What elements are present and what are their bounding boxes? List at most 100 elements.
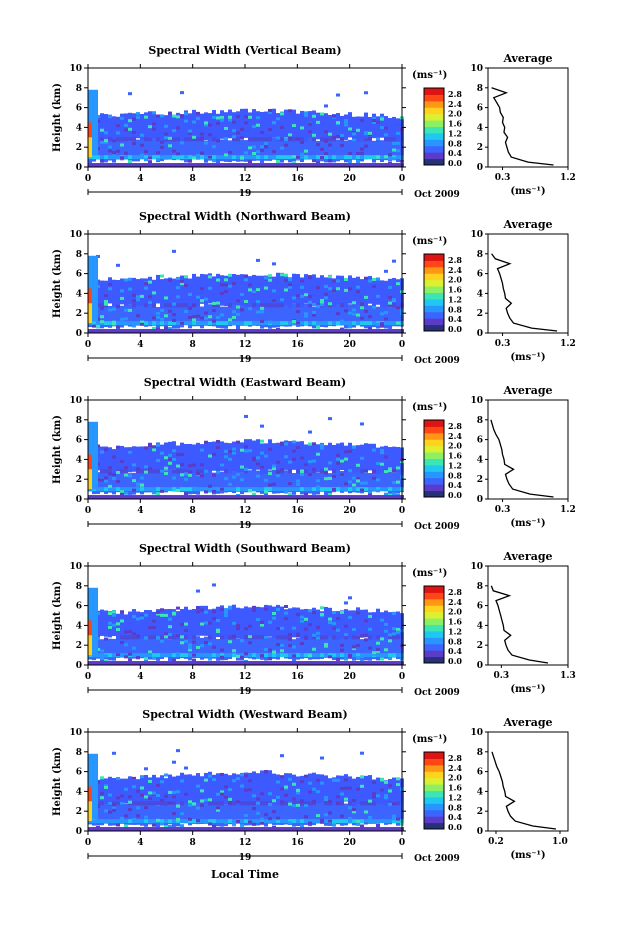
- avg-x-label: (ms⁻¹): [510, 352, 545, 363]
- colorbar-swatch: [424, 758, 444, 766]
- avg-y-tick-label: 0: [477, 163, 483, 173]
- avg-y-tick-label: 4: [477, 289, 483, 299]
- colorbar-tick-label: 1.6: [448, 285, 462, 295]
- x-tick-label: 0: [399, 174, 405, 184]
- colorbar-tick-label: 2.8: [448, 255, 462, 265]
- colorbar-swatch: [424, 624, 444, 632]
- colorbar-tick-label: 0.8: [448, 802, 462, 812]
- date-label: Oct 2009: [414, 688, 460, 698]
- colorbar-swatch: [424, 764, 444, 772]
- x-tick-label: 12: [239, 340, 252, 350]
- colorbar-tick-label: 0.8: [448, 470, 462, 480]
- x-tick-label: 20: [343, 340, 356, 350]
- average-profile-line: [491, 751, 557, 830]
- avg-y-tick-label: 0: [477, 827, 483, 837]
- x-tick-label: 0: [399, 838, 405, 848]
- avg-x-tick-label: 1.2: [560, 505, 576, 515]
- colorbar-swatch: [424, 484, 444, 492]
- average-frame: [487, 233, 569, 334]
- x-tick-label: 8: [190, 506, 196, 516]
- average-profile-line: [491, 87, 554, 166]
- average-title: Average: [502, 52, 552, 65]
- y-tick-label: 6: [76, 104, 82, 114]
- colorbar: 0.00.40.81.21.62.02.42.8: [423, 87, 462, 168]
- avg-y-tick-label: 10: [470, 396, 483, 406]
- colorbar-swatch: [424, 126, 444, 134]
- colorbar: 0.00.40.81.21.62.02.42.8: [423, 751, 462, 832]
- avg-y-tick-label: 0: [477, 329, 483, 339]
- colorbar-tick-label: 2.0: [448, 607, 462, 617]
- colorbar-tick-label: 0.0: [448, 324, 462, 334]
- date-label: Oct 2009: [414, 356, 460, 366]
- heatmap: [88, 583, 404, 665]
- average-title: Average: [502, 384, 552, 397]
- x-tick-label: 16: [291, 340, 304, 350]
- day-label: 19: [239, 687, 252, 697]
- colorbar-swatch: [424, 464, 444, 472]
- avg-x-tick-label: 1.0: [552, 837, 568, 847]
- colorbar-tick-label: 1.6: [448, 451, 462, 461]
- avg-y-tick-label: 4: [477, 787, 483, 797]
- colorbar: 0.00.40.81.21.62.02.42.8: [423, 419, 462, 500]
- avg-y-tick-label: 8: [477, 582, 483, 592]
- avg-y-tick-label: 8: [477, 416, 483, 426]
- average-title: Average: [502, 218, 552, 231]
- day-label: 19: [239, 853, 252, 863]
- average-frame: [487, 565, 569, 666]
- avg-y-tick-label: 2: [477, 641, 483, 651]
- y-tick-label: 0: [76, 495, 82, 505]
- colorbar-tick-label: 0.8: [448, 636, 462, 646]
- x-tick-label: 8: [190, 174, 196, 184]
- panel-1: Spectral Width (Vertical Beam) 0 2 4 6 8 10 Hei…: [52, 44, 576, 200]
- x-tick-label: 16: [291, 672, 304, 682]
- y-tick-label: 10: [69, 64, 82, 74]
- x-tick-label: 12: [239, 672, 252, 682]
- avg-y-tick-label: 4: [477, 621, 483, 631]
- colorbar-swatch: [424, 439, 444, 447]
- x-tick-label: 0: [399, 672, 405, 682]
- colorbar-swatch: [424, 618, 444, 625]
- colorbar-swatch: [424, 266, 444, 274]
- y-tick-label: 8: [76, 250, 82, 260]
- colorbar-tick-label: 2.8: [448, 753, 462, 763]
- colorbar-swatch: [424, 605, 444, 613]
- y-tick-label: 0: [76, 827, 82, 837]
- colorbar-swatch: [424, 445, 444, 453]
- x-tick-label: 4: [137, 672, 143, 682]
- colorbar: 0.00.40.81.21.62.02.42.8: [423, 253, 462, 334]
- y-tick-label: 10: [69, 562, 82, 572]
- colorbar-unit: (ms⁻¹): [412, 402, 447, 413]
- colorbar-tick-label: 2.4: [448, 99, 462, 109]
- local-time-label: Local Time: [211, 868, 279, 881]
- y-axis-label: Height (km): [52, 249, 63, 318]
- avg-y-tick-label: 0: [477, 495, 483, 505]
- colorbar-swatch: [424, 490, 444, 498]
- colorbar-frame: [423, 87, 445, 166]
- y-axis-label: Height (km): [52, 747, 63, 816]
- colorbar-swatch: [424, 132, 444, 140]
- avg-x-tick-label: 0.3: [493, 671, 509, 681]
- y-tick-label: 6: [76, 768, 82, 778]
- heatmap: [88, 749, 404, 831]
- x-tick-label: 0: [85, 506, 91, 516]
- panel-title: Spectral Width (Westward Beam): [142, 708, 347, 721]
- avg-x-label: (ms⁻¹): [510, 684, 545, 695]
- colorbar-swatch: [424, 471, 444, 479]
- day-label: 19: [239, 189, 252, 199]
- avg-y-tick-label: 4: [477, 455, 483, 465]
- y-tick-label: 2: [76, 143, 82, 153]
- colorbar-swatch: [424, 477, 444, 485]
- colorbar-swatch: [424, 113, 444, 121]
- average-title: Average: [502, 550, 552, 563]
- colorbar-swatch: [424, 784, 444, 791]
- colorbar-swatch: [424, 796, 444, 804]
- y-axis-label: Height (km): [52, 83, 63, 152]
- avg-y-tick-label: 6: [477, 436, 483, 446]
- y-tick-label: 10: [69, 230, 82, 240]
- avg-y-tick-label: 2: [477, 807, 483, 817]
- colorbar-swatch: [424, 777, 444, 785]
- colorbar-tick-label: 0.4: [448, 314, 462, 324]
- colorbar-tick-label: 1.6: [448, 119, 462, 129]
- panel-3: Spectral Width (Eastward Beam) 0 2 4 6 8 10 Hei…: [52, 376, 576, 532]
